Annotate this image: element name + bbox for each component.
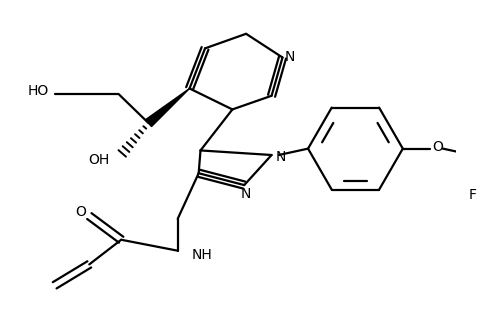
Polygon shape <box>146 88 190 126</box>
Text: HO: HO <box>28 84 49 98</box>
Text: N: N <box>241 187 251 201</box>
Text: O: O <box>432 140 443 154</box>
Text: N: N <box>284 51 295 64</box>
Text: F: F <box>498 165 500 179</box>
Text: F: F <box>469 188 477 202</box>
Text: NH: NH <box>192 248 212 262</box>
Text: OH: OH <box>88 153 109 167</box>
Text: N: N <box>276 150 286 164</box>
Text: O: O <box>75 206 86 219</box>
